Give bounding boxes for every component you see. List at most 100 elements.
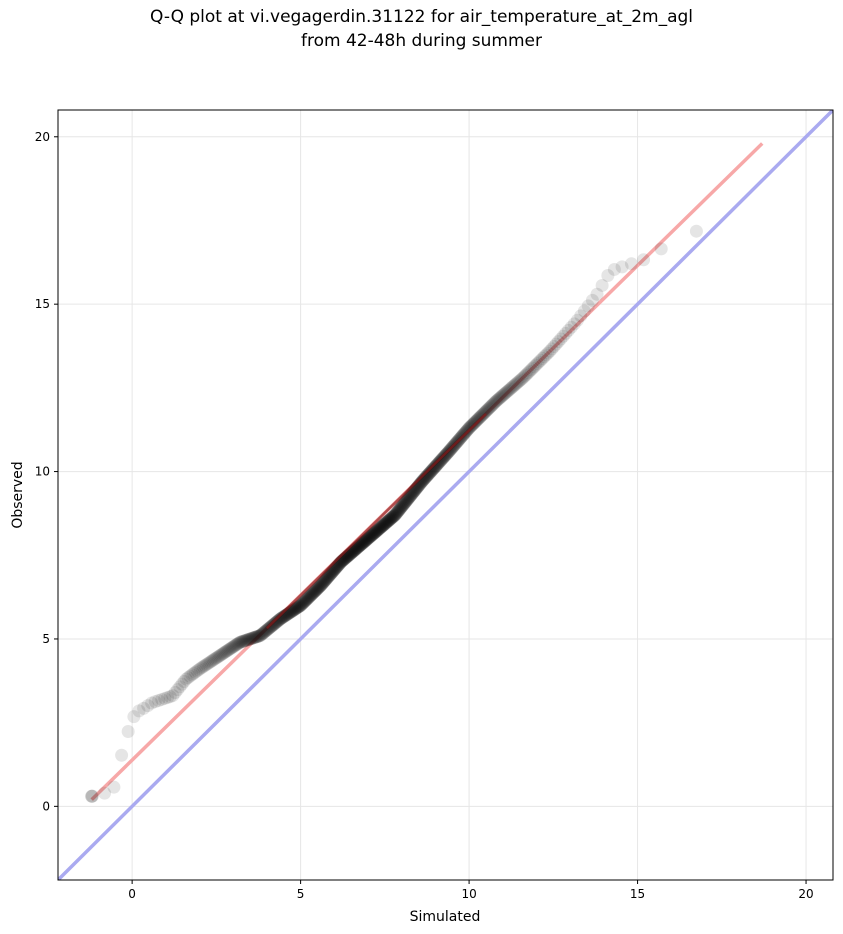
qq-point (229, 638, 243, 652)
qq-point (228, 639, 242, 653)
qq-point (293, 599, 307, 613)
qq-point (183, 669, 197, 683)
qq-point (270, 615, 284, 629)
qq-point (505, 380, 519, 394)
qq-point (398, 495, 412, 509)
qq-point (273, 612, 287, 626)
qq-point (401, 492, 415, 506)
qq-point (252, 629, 266, 643)
qq-point (115, 748, 129, 762)
qq-point (360, 532, 374, 546)
qq-point (266, 618, 280, 632)
qq-point (543, 344, 557, 358)
qq-point (394, 501, 408, 515)
qq-point (432, 456, 446, 470)
qq-point (398, 496, 412, 510)
qq-point (380, 515, 394, 529)
qq-point (508, 377, 522, 391)
qq-point (468, 415, 482, 429)
grid (58, 110, 833, 880)
qq-point (370, 524, 384, 538)
qq-point (385, 511, 399, 525)
qq-point (152, 693, 166, 707)
qq-point (422, 467, 436, 481)
qq-point (401, 491, 415, 505)
qq-point (425, 464, 439, 478)
qq-point (503, 382, 517, 396)
qq-point (554, 332, 568, 346)
qq-point (242, 632, 256, 646)
qq-point (369, 525, 383, 539)
qq-point (300, 592, 314, 606)
qq-point (607, 262, 621, 276)
qq-point (615, 260, 629, 274)
qq-point (215, 647, 229, 661)
qq-point (320, 572, 334, 586)
qq-point (231, 637, 245, 651)
qq-point (303, 589, 317, 603)
qq-point (321, 571, 335, 585)
qq-point (234, 635, 248, 649)
qq-point (294, 599, 308, 613)
qq-point (368, 525, 382, 539)
qq-point (366, 527, 380, 541)
qq-point (367, 526, 381, 540)
qq-point (431, 457, 445, 471)
qq-point (240, 633, 254, 647)
qq-point (377, 517, 391, 531)
qq-point (158, 691, 172, 705)
qq-point (517, 370, 531, 384)
y-tick-label: 10 (35, 465, 50, 479)
qq-point (299, 593, 313, 607)
qq-point (380, 515, 394, 529)
qq-point (387, 509, 401, 523)
qq-point (361, 531, 375, 545)
qq-point (221, 643, 235, 657)
qq-point (262, 621, 276, 635)
qq-point (272, 613, 286, 627)
qq-point (375, 520, 389, 534)
qq-point (421, 468, 435, 482)
qq-point (219, 644, 233, 658)
qq-point (246, 631, 260, 645)
qq-point (372, 522, 386, 536)
qq-point (275, 611, 289, 625)
qq-point (477, 406, 491, 420)
qq-point (429, 459, 443, 473)
qq-point (595, 278, 609, 292)
qq-point (244, 632, 258, 646)
qq-point (171, 683, 185, 697)
qq-point (311, 581, 325, 595)
qq-point (386, 510, 400, 524)
qq-point (419, 470, 433, 484)
qq-point (252, 629, 266, 643)
qq-point (192, 663, 206, 677)
qq-point (537, 350, 551, 364)
qq-point (210, 651, 224, 664)
qq-point (363, 529, 377, 543)
plot-frame (57, 109, 834, 881)
qq-point (474, 409, 488, 423)
qq-point (269, 616, 283, 630)
qq-point (205, 654, 219, 668)
qq-point (515, 372, 529, 386)
qq-point (391, 504, 405, 518)
qq-point (354, 538, 368, 552)
qq-point (511, 375, 525, 389)
qq-point (227, 639, 241, 653)
qq-point (507, 378, 521, 392)
qq-point (262, 622, 276, 636)
qq-point (361, 532, 375, 546)
qq-point (521, 366, 535, 380)
qq-point (316, 576, 330, 590)
qq-point (290, 601, 304, 615)
qq-point (373, 521, 387, 535)
qq-point (434, 453, 448, 467)
qq-point (291, 600, 305, 614)
qq-point (316, 576, 330, 590)
qq-point (310, 582, 324, 596)
qq-point (392, 503, 406, 517)
qq-point (301, 591, 315, 605)
qq-point (393, 502, 407, 516)
qq-point (520, 367, 534, 381)
